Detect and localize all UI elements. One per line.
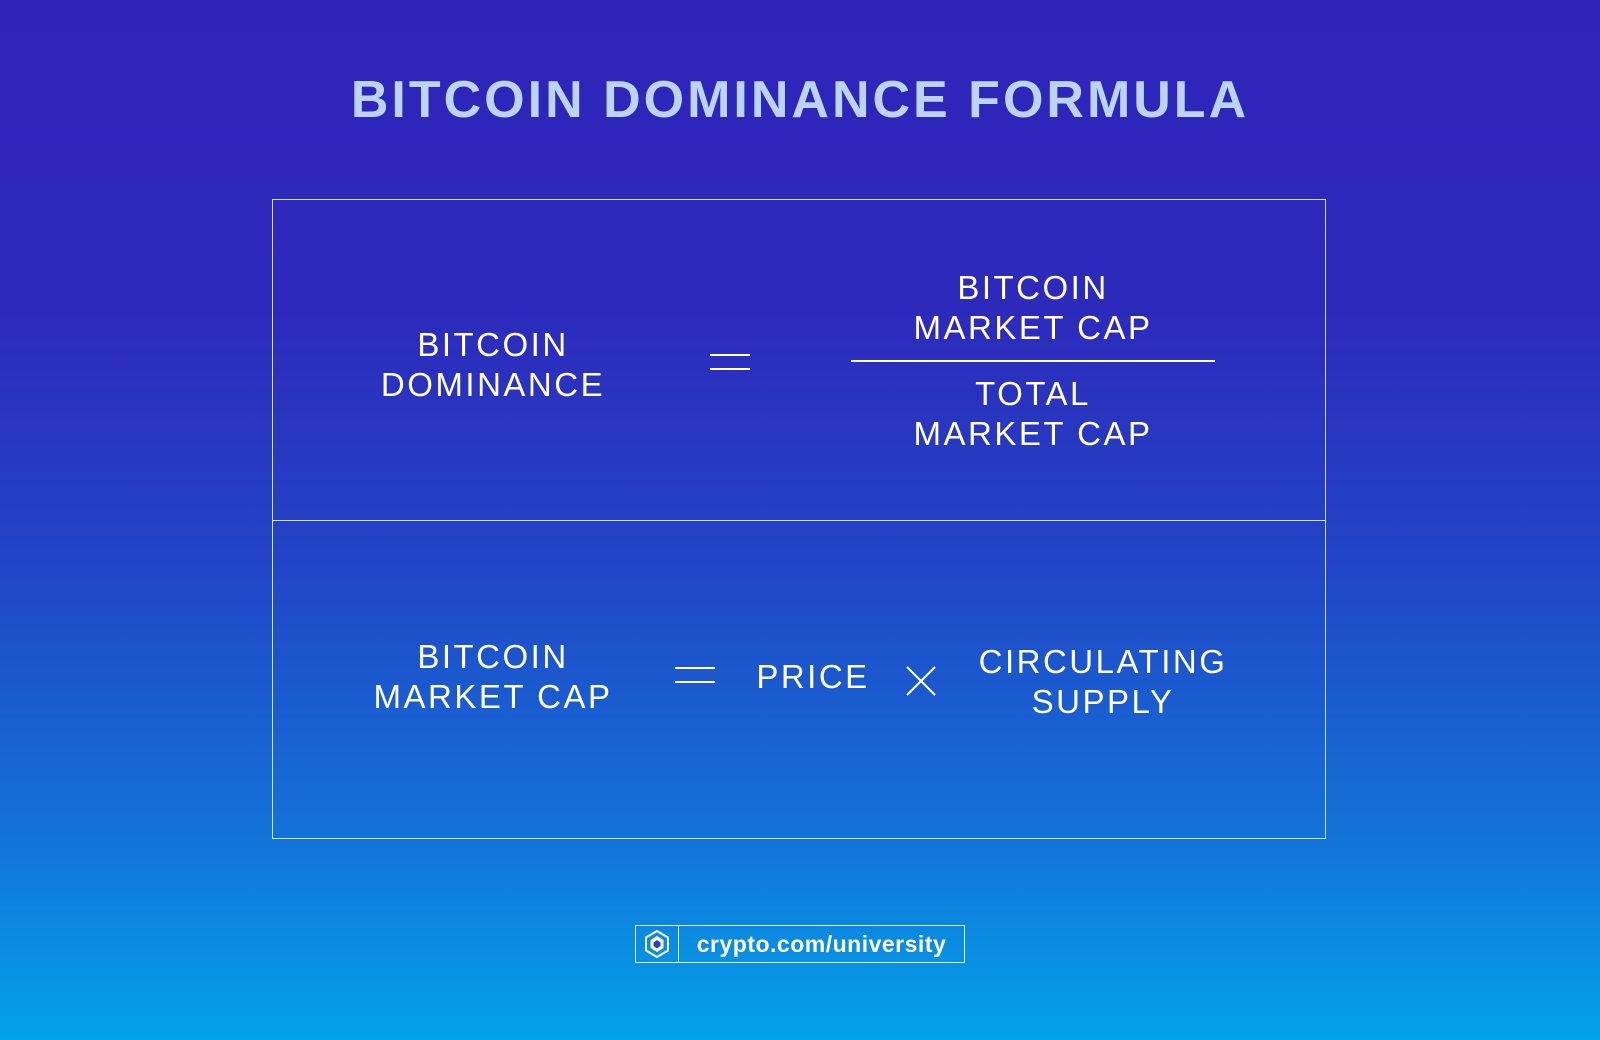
circulating-supply-line-2: SUPPLY (1031, 683, 1175, 720)
denominator-line-2: MARKET CAP (913, 415, 1153, 452)
market-cap-lhs-line-1: BITCOIN (417, 638, 569, 675)
dominance-lhs: BITCOIN DOMINANCE (343, 325, 643, 405)
equals-sign-2 (675, 667, 715, 685)
numerator-line-1: BITCOIN (957, 269, 1109, 306)
fraction-bar (851, 360, 1215, 362)
denominator-line-1: TOTAL (975, 375, 1091, 412)
fraction-numerator: BITCOIN MARKET CAP (853, 268, 1213, 348)
price-term: PRICE (743, 657, 883, 697)
numerator-line-2: MARKET CAP (913, 309, 1153, 346)
market-cap-lhs: BITCOIN MARKET CAP (343, 637, 643, 717)
circulating-supply-term: CIRCULATING SUPPLY (963, 642, 1243, 722)
fraction-denominator: TOTAL MARKET CAP (853, 374, 1213, 454)
footer-badge[interactable]: crypto.com/university (635, 925, 965, 963)
market-cap-lhs-line-2: MARKET CAP (373, 678, 613, 715)
formula-box: BITCOIN DOMINANCE BITCOIN MARKET CAP TOT… (272, 199, 1326, 839)
price-label: PRICE (756, 658, 870, 695)
footer-url[interactable]: crypto.com/university (696, 930, 947, 957)
page-title: BITCOIN DOMINANCE FORMULA (350, 71, 1250, 129)
dominance-lhs-line-2: DOMINANCE (380, 366, 606, 403)
circulating-supply-line-1: CIRCULATING (978, 643, 1228, 680)
equals-sign-1 (710, 354, 750, 372)
crypto-com-lion-icon (636, 926, 679, 962)
row-divider (273, 520, 1325, 521)
dominance-lhs-line-1: BITCOIN (417, 326, 569, 363)
times-sign (906, 666, 936, 696)
